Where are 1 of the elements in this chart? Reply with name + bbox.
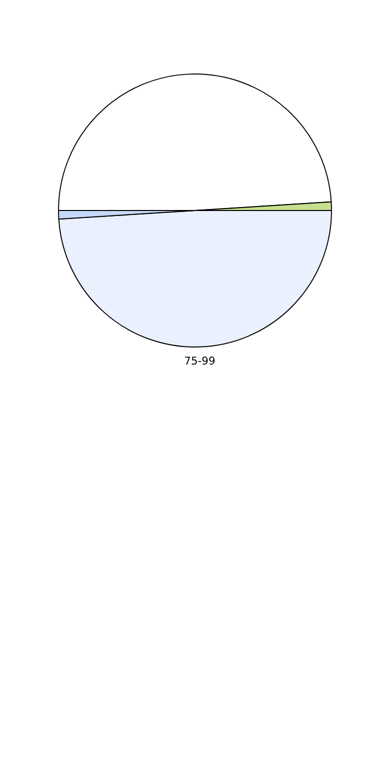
slice-label: 75-99 <box>184 354 216 368</box>
